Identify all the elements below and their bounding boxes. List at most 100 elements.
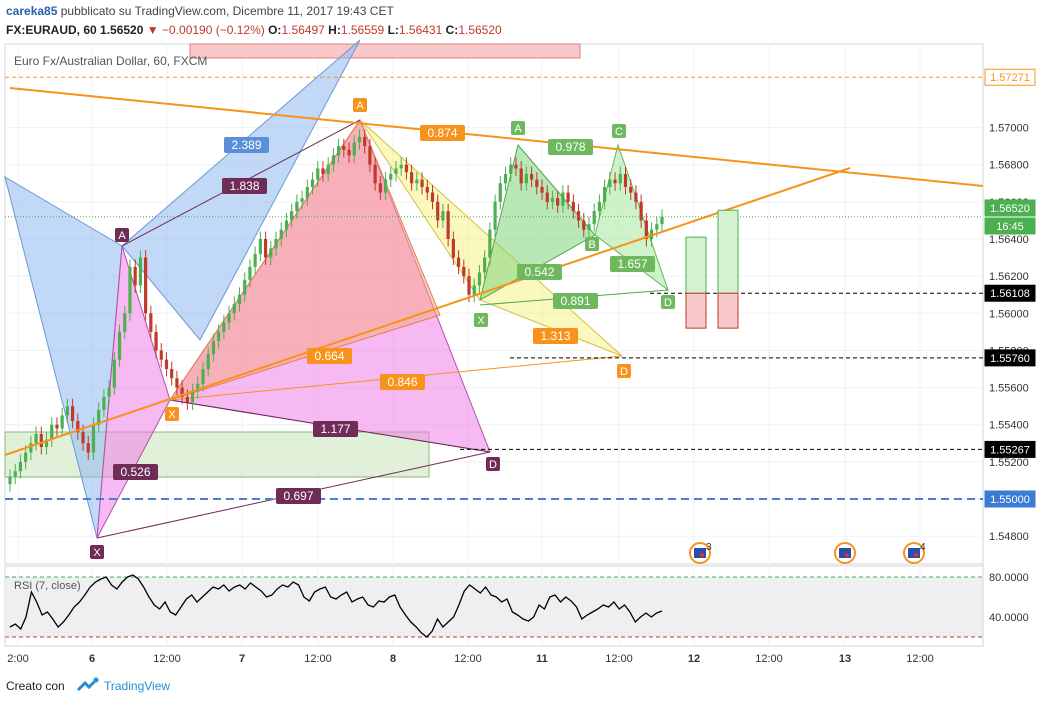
ratio-label-text: 1.838 (229, 179, 259, 193)
candle-body (248, 266, 252, 280)
candle-body (363, 136, 367, 147)
candle-body (530, 174, 534, 180)
candle-body (60, 415, 64, 429)
x-tick-label: 7 (239, 653, 245, 665)
candle-body (420, 179, 424, 187)
ratio-label-text: 1.177 (320, 422, 350, 436)
high-label: H: (328, 23, 341, 37)
event-flag-icon (689, 542, 711, 564)
symbol-name[interactable]: FX:EURAUD, 60 (6, 23, 97, 37)
candle-body (258, 239, 262, 254)
rsi-indicator: 80.0000 40.0000 (5, 572, 1029, 638)
candle-body (592, 211, 596, 225)
candle-body (284, 220, 289, 230)
point-label-bg (165, 407, 179, 421)
candle-body (404, 164, 409, 173)
candle-body (389, 174, 393, 180)
ratio-label-bg (548, 139, 593, 155)
candle-body (117, 331, 122, 360)
candle-body (269, 248, 273, 258)
candle-body (566, 192, 570, 202)
price-tag-text: 1.55000 (990, 494, 1030, 506)
point-label-text: D (664, 297, 672, 309)
ratio-label: 0.891 (553, 293, 598, 309)
candle-body (164, 359, 169, 369)
price-tag: 1.56520 (984, 199, 1036, 217)
candle-body (253, 253, 257, 267)
candle-body (81, 432, 85, 444)
point-label-text: C (615, 126, 623, 138)
y-tick-label: 1.56800 (989, 160, 1029, 172)
candle-body (180, 387, 184, 397)
candle-body (582, 220, 586, 230)
point-label-bg (585, 237, 599, 251)
price-tag: 1.56108 (984, 284, 1036, 302)
ratio-label-bg (380, 374, 425, 390)
point-label-text: A (118, 230, 126, 242)
ratio-label: 0.697 (276, 488, 321, 504)
candle-body (545, 192, 549, 202)
high-value: 1.56559 (340, 23, 385, 37)
candle-body (29, 443, 33, 453)
candle-body (472, 285, 476, 295)
candle-body (556, 198, 560, 206)
candle-body (300, 198, 304, 202)
candle-body (185, 396, 189, 403)
candle-body (305, 187, 309, 199)
candle-body (310, 179, 315, 187)
candle-body (196, 383, 200, 392)
event-count: 3 (706, 542, 712, 553)
event-flag-body (694, 548, 706, 558)
x-tick-label: 11 (536, 653, 548, 665)
candle-body (337, 146, 341, 156)
candle-body (227, 313, 231, 323)
price-change: −0.00190 (−0.12%) (162, 23, 265, 37)
ratio-label: 0.526 (113, 464, 158, 480)
chart-title: Euro Fx/Australian Dollar, 60, FXCM (14, 54, 207, 68)
candle-body (175, 378, 179, 388)
ratio-label: 1.177 (313, 421, 358, 437)
candle-body (550, 198, 555, 202)
candle-body (342, 146, 346, 150)
ratio-label-text: 0.526 (120, 465, 150, 479)
candle-body (357, 136, 362, 143)
x-tick-label: 12:00 (906, 653, 934, 665)
ratio-label-text: 1.313 (540, 329, 570, 343)
x-tick-label: 2:00 (7, 653, 28, 665)
candle-body (13, 471, 17, 477)
ratio-label-text: 0.978 (555, 140, 585, 154)
candle-body (561, 192, 565, 206)
candle-body (352, 142, 356, 156)
ratio-label-text: 1.657 (617, 257, 647, 271)
point-label: X (165, 407, 179, 421)
price-tag-text: 1.57271 (990, 72, 1030, 84)
point-label: X (90, 545, 104, 559)
ratio-label: 1.838 (222, 178, 267, 194)
ratio-label-text: 0.874 (427, 126, 457, 140)
candle-body (368, 146, 372, 165)
author-link[interactable]: careka85 (6, 4, 58, 18)
point-label-text: A (356, 100, 364, 112)
resistance-zone (189, 43, 581, 59)
candle-body (232, 304, 236, 314)
x-tick-label: 12:00 (153, 653, 181, 665)
event-flag-dot (845, 553, 849, 557)
created-with-text: Creato con (6, 679, 65, 693)
overlays: 2.389 1.838 0.526 0.697 1.177 0.874 0.664 0.846… (4, 76, 984, 564)
candle-body (50, 424, 54, 440)
candle-body (571, 201, 575, 212)
price-tag-text: 16:45 (996, 221, 1024, 233)
price-chart[interactable]: 2.389 1.838 0.526 0.697 1.177 0.874 0.664 0.846… (0, 0, 1042, 672)
tradingview-link[interactable]: TradingView (104, 679, 171, 693)
point-label-bg (486, 457, 500, 471)
price-tag: 1.55267 (984, 440, 1036, 458)
candle-body (446, 211, 450, 239)
candle-body (383, 179, 388, 193)
candle-body (295, 201, 299, 212)
candle-body (34, 434, 38, 444)
candle-body (123, 313, 127, 332)
open-label: O: (268, 23, 282, 37)
candle-body (378, 183, 382, 193)
candle-body (425, 187, 429, 193)
candle-body (237, 294, 242, 304)
